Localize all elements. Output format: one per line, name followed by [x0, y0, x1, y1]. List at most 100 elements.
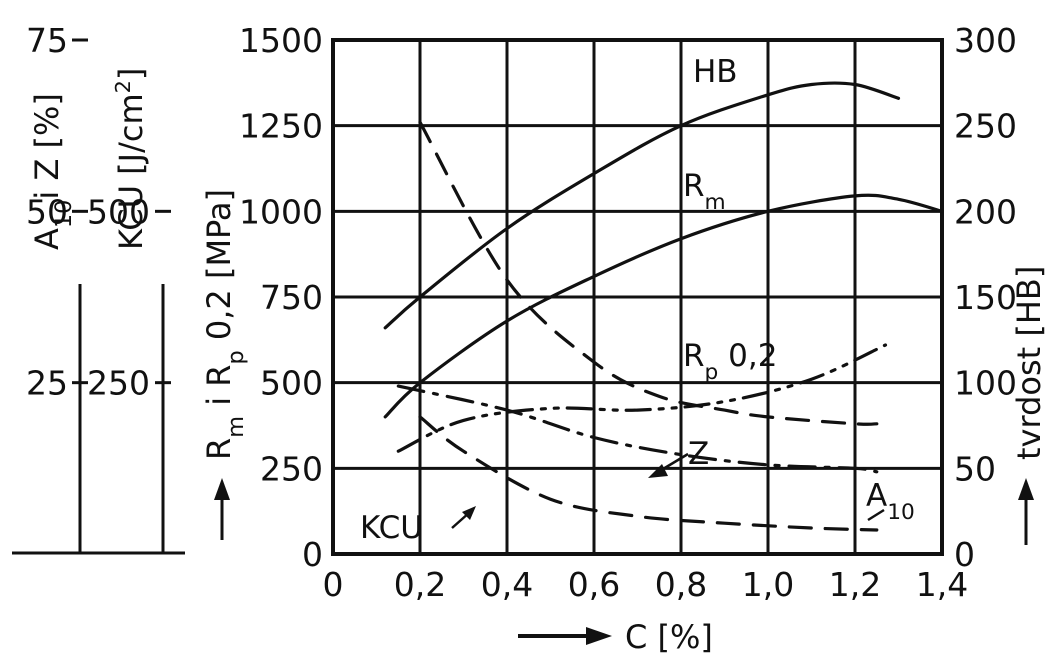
y-right-axis-arrowhead — [1018, 478, 1034, 500]
y-left-axis-label-part: m — [223, 416, 249, 438]
impact-tick-label: 500 — [87, 192, 150, 231]
x-tick-label: 0,4 — [481, 565, 533, 604]
x-tick-label-part: 0,2 — [394, 565, 446, 604]
x-tick-label-part: 1,2 — [829, 565, 881, 604]
x-tick-label-part: 0 — [323, 565, 344, 604]
x-tick-label: 1,4 — [916, 565, 968, 604]
ductility-tick-label-part: 25 — [26, 364, 68, 403]
y-left-tick-label-part: 250 — [260, 449, 323, 488]
z-leader-arrowhead — [648, 464, 668, 478]
y-left-axis-label-part: i R — [200, 364, 238, 415]
x-tick-label: 0,6 — [568, 565, 620, 604]
y-right-tick-label: 150 — [954, 278, 1017, 317]
y-left-tick-label: 1250 — [239, 107, 323, 146]
y-left-tick-label: 1000 — [239, 192, 323, 231]
y-left-axis-label-part: R — [200, 438, 238, 460]
series-line-a10 — [396, 384, 879, 474]
impact-axis-label-part: 2 — [111, 80, 135, 93]
series-line-rp02 — [396, 343, 888, 453]
ductility-axis-label-part: A — [28, 228, 66, 250]
series-label-a10-part: 10 — [887, 500, 915, 525]
x-tick-label: 1,2 — [829, 565, 881, 604]
ductility-axis-label-part: i Z [%] — [28, 93, 66, 200]
x-tick-label-part: 1,0 — [742, 565, 794, 604]
y-right-axis-label: tvrdost [HB] — [1010, 266, 1048, 460]
series-label-rp02: Rp 0,2 — [683, 338, 777, 385]
series-label-hb-part: HB — [693, 54, 738, 90]
x-tick-label: 0,2 — [394, 565, 446, 604]
series-label-rp02-part: p — [705, 360, 719, 385]
y-right-tick-label: 250 — [954, 107, 1017, 146]
x-axis-label-part: C [%] — [625, 618, 713, 656]
x-tick-label: 0 — [323, 565, 344, 604]
x-tick-label-part: 0,6 — [568, 565, 620, 604]
y-left-tick-label: 0 — [302, 535, 323, 574]
series-label-z: Z — [688, 436, 709, 472]
y-right-tick-label: 200 — [954, 192, 1017, 231]
series-label-rp02-part: 0,2 — [718, 338, 777, 374]
y-left-axis-label-part: p — [223, 350, 249, 364]
series-line-z — [418, 120, 879, 426]
y-left-axis-label-part: 0,2 [MPa] — [200, 189, 238, 350]
y-right-tick-label-part: 50 — [954, 449, 996, 488]
series-label-rp02-part: R — [683, 338, 705, 374]
ductility-axis-label-part: 10 — [51, 200, 77, 229]
y-left-tick-label: 1500 — [239, 21, 323, 60]
y-left-tick-label: 750 — [260, 278, 323, 317]
curve-layer — [383, 81, 944, 532]
y-right-tick-label: 300 — [954, 21, 1017, 60]
series-label-rm: Rm — [683, 168, 726, 215]
x-tick-label-part: 0,4 — [481, 565, 533, 604]
impact-axis-label-part: ] — [112, 68, 150, 80]
series-line-rm — [383, 193, 944, 419]
series-line-hb — [383, 81, 901, 330]
series-label-rm-part: R — [683, 168, 705, 204]
impact-tick-label: 250 — [87, 364, 150, 403]
series-label-kcu-part: KCU — [360, 510, 423, 546]
series-label-kcu: KCU — [360, 510, 423, 546]
x-axis-label: C [%] — [625, 618, 713, 656]
ductility-tick-label-part: 50 — [26, 192, 68, 231]
ductility-tick-label: 50 — [26, 192, 68, 231]
y-left-tick-label-part: 750 — [260, 278, 323, 317]
ductility-tick-label: 75 — [26, 21, 68, 60]
kcu-leader-arrowhead — [462, 506, 476, 520]
x-axis-arrowhead — [586, 627, 612, 645]
text-layer: 0 0,2 0,4 0,6 0,8 1,0 1,2 1,4C [%]0250500750100… — [26, 21, 1048, 656]
series-line-kcu — [418, 415, 879, 532]
y-right-axis-label-part: tvrdost [HB] — [1010, 266, 1048, 460]
y-left-tick-label-part: 500 — [260, 364, 323, 403]
y-left-tick-label: 250 — [260, 449, 323, 488]
x-tick-label-part: 1,4 — [916, 565, 968, 604]
y-right-tick-label-part: 0 — [954, 535, 975, 574]
grid-layer — [12, 38, 1034, 645]
impact-axis-label: KCU [J/cm2] — [111, 68, 150, 250]
impact-tick-label-part: 250 — [87, 364, 150, 403]
ductility-tick-label-part: 75 — [26, 21, 68, 60]
series-label-a10-part: A — [866, 478, 887, 514]
series-label-a10: A10 — [866, 478, 915, 525]
a10-leader-line — [867, 508, 885, 522]
ductility-tick-label: 25 — [26, 364, 68, 403]
x-tick-label: 1,0 — [742, 565, 794, 604]
x-tick-label-part: 0,8 — [655, 565, 707, 604]
y-left-tick-label-part: 1500 — [239, 21, 323, 60]
y-right-tick-label-part: 150 — [954, 278, 1017, 317]
y-left-axis-arrowhead — [214, 478, 230, 500]
series-label-z-part: Z — [688, 436, 709, 472]
y-right-tick-label-part: 200 — [954, 192, 1017, 231]
y-left-tick-label: 500 — [260, 364, 323, 403]
y-left-axis-label: Rm i Rp 0,2 [MPa] — [200, 189, 249, 460]
ductility-axis-label: A10i Z [%] — [28, 93, 77, 250]
y-right-tick-label-part: 250 — [954, 107, 1017, 146]
x-tick-label: 0,8 — [655, 565, 707, 604]
y-left-tick-label-part: 0 — [302, 535, 323, 574]
series-label-rm-part: m — [705, 190, 726, 215]
y-right-tick-label-part: 300 — [954, 21, 1017, 60]
series-label-hb: HB — [693, 54, 738, 90]
impact-axis-label-part: KCU [J/cm — [112, 93, 150, 250]
y-right-tick-label: 100 — [954, 364, 1017, 403]
y-right-tick-label: 0 — [954, 535, 975, 574]
